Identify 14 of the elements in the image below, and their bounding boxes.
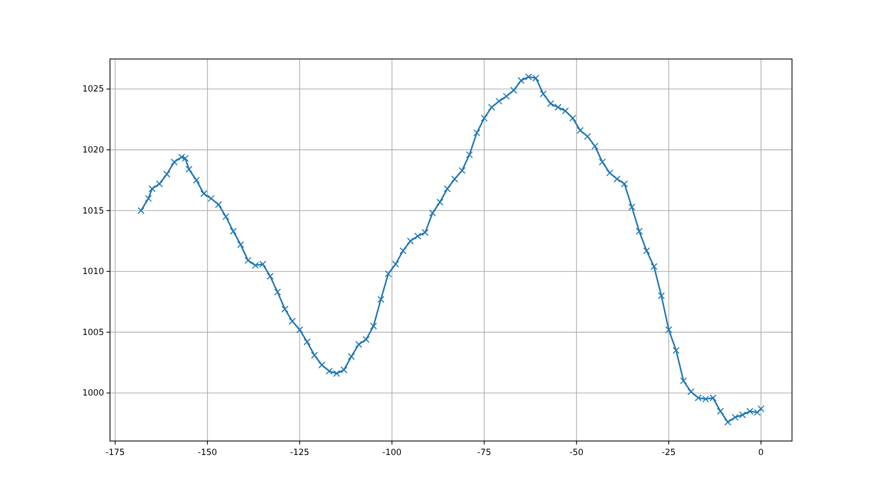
y-tick-label: 1005 xyxy=(82,328,104,338)
x-tick-label: -125 xyxy=(290,448,310,458)
x-tick-label: -175 xyxy=(106,448,125,458)
y-tick-label: 1015 xyxy=(82,206,104,216)
y-tick-label: 1020 xyxy=(82,146,104,156)
x-tick-label: -150 xyxy=(198,448,218,458)
x-tick-label: -75 xyxy=(477,448,492,458)
y-tick-label: 1010 xyxy=(82,267,104,278)
y-tick-label: 1025 xyxy=(82,84,104,95)
y-tick-label: 1000 xyxy=(82,388,104,399)
x-tick-label: 0 xyxy=(758,448,764,458)
x-tick-label: -25 xyxy=(662,448,676,458)
x-tick-label: -50 xyxy=(570,448,584,458)
x-tick-label: -100 xyxy=(382,448,402,458)
